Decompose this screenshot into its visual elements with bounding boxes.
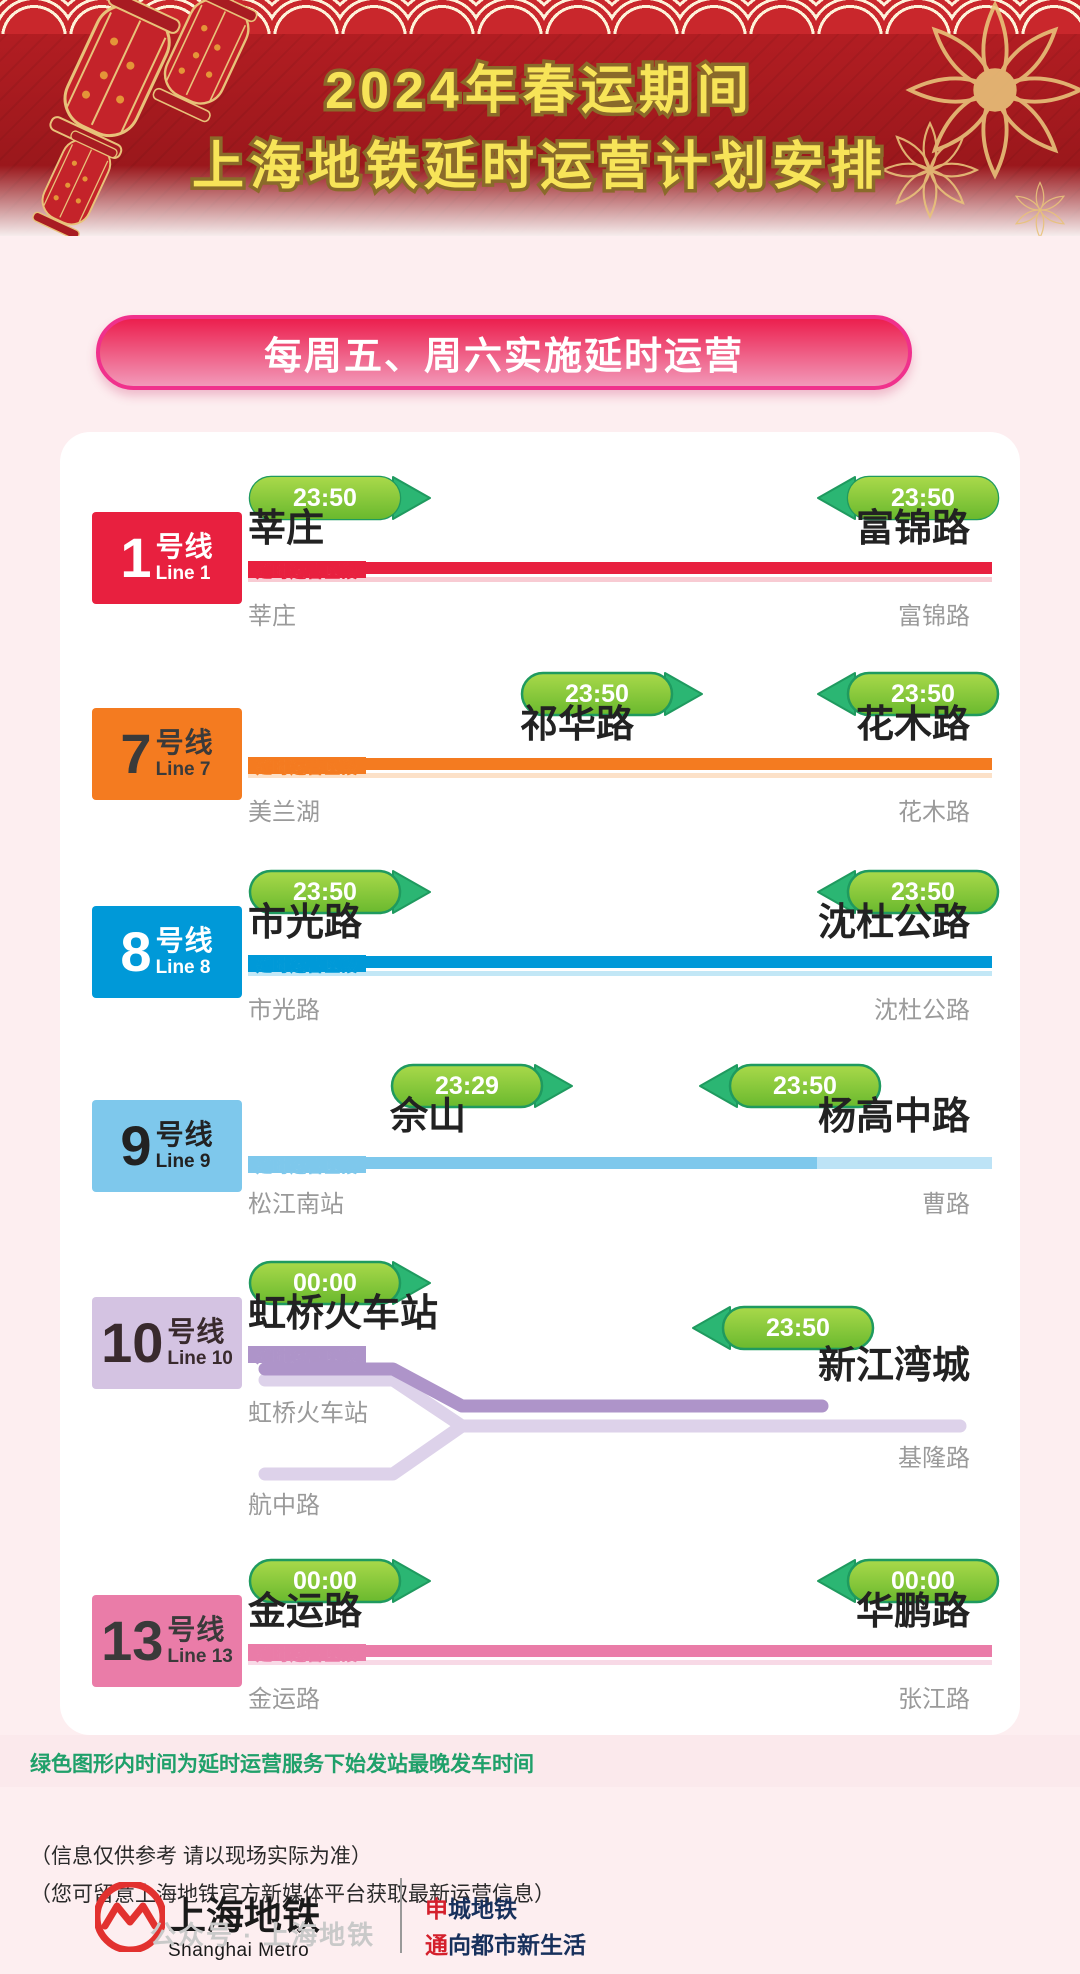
svg-text:23:50: 23:50	[766, 1314, 830, 1342]
